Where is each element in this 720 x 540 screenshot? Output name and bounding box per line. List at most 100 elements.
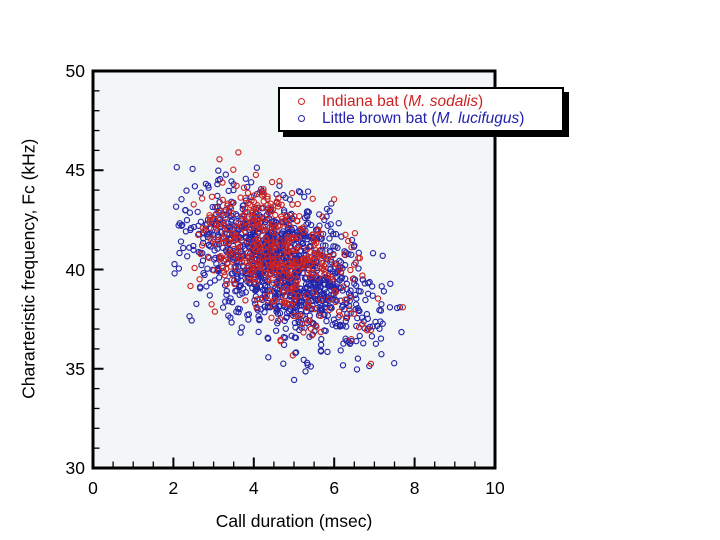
data-point [306, 317, 313, 324]
data-point [330, 230, 337, 238]
data-point [262, 234, 269, 242]
data-point [378, 301, 385, 308]
data-point [332, 298, 339, 306]
data-point [212, 204, 219, 211]
data-point [342, 314, 350, 321]
data-point [230, 181, 237, 188]
x-tick-label: 10 [485, 478, 505, 498]
data-point [380, 288, 388, 295]
data-point [295, 234, 302, 241]
data-point [316, 309, 324, 316]
data-point [357, 288, 364, 295]
data-point [250, 272, 257, 279]
data-point [398, 328, 405, 336]
data-point [278, 201, 285, 208]
legend-label-species: M. sodalis [408, 92, 478, 110]
data-point [292, 334, 300, 341]
data-point [187, 224, 195, 232]
data-point [277, 336, 284, 344]
data-point [308, 269, 315, 277]
data-point [317, 246, 325, 254]
data-point [299, 240, 307, 247]
data-point [295, 292, 302, 299]
data-point [386, 304, 394, 311]
data-point [350, 243, 358, 250]
data-point [326, 247, 333, 254]
data-point [178, 196, 185, 203]
data-point [190, 201, 197, 208]
data-point [317, 296, 325, 304]
data-point [365, 279, 372, 287]
data-point [342, 317, 349, 325]
data-point [253, 303, 260, 311]
data-point [248, 179, 255, 186]
data-point [347, 310, 354, 317]
data-point [286, 196, 294, 203]
open-circle-marker-icon [298, 98, 305, 105]
data-point [253, 283, 261, 290]
data-point [286, 286, 294, 293]
data-point [317, 347, 325, 354]
data-point [224, 259, 231, 266]
data-point [275, 223, 282, 230]
data-point [234, 267, 241, 274]
data-point [304, 361, 311, 369]
data-point [231, 237, 239, 244]
y-tick-label: 50 [65, 61, 85, 81]
data-point [369, 292, 376, 299]
x-tick-label: 2 [168, 478, 179, 498]
data-point [320, 281, 328, 288]
data-point [221, 272, 228, 279]
data-point [237, 282, 245, 289]
data-point [219, 264, 227, 272]
data-point [311, 305, 318, 313]
data-point [202, 180, 210, 188]
data-point [265, 335, 272, 342]
data-point [374, 295, 382, 302]
data-point [283, 246, 290, 254]
data-point [367, 360, 375, 367]
data-point [289, 201, 296, 208]
data-point [265, 276, 272, 283]
data-point [305, 280, 312, 288]
data-point [324, 294, 332, 301]
data-point [295, 188, 303, 195]
data-point [280, 360, 287, 367]
data-point [234, 275, 241, 282]
data-point [338, 275, 345, 282]
x-tick-label: 4 [248, 478, 259, 498]
data-point [305, 298, 312, 305]
data-point [203, 283, 210, 290]
data-point [222, 171, 229, 178]
data-point [276, 178, 283, 185]
data-point [363, 327, 371, 334]
x-tick-label: 8 [409, 478, 420, 498]
data-point [343, 299, 350, 307]
data-point [266, 216, 273, 223]
data-point [176, 249, 183, 257]
data-point [204, 253, 212, 260]
legend-label-little-brown-bat: Little brown bat (M. lucifugus) [322, 111, 524, 127]
data-point [306, 261, 314, 269]
data-point [244, 249, 252, 256]
data-point [275, 195, 282, 202]
data-point [378, 351, 385, 358]
data-point [396, 304, 404, 311]
data-point [378, 283, 385, 290]
data-point [330, 196, 338, 203]
data-point [298, 263, 305, 271]
data-point [229, 210, 237, 217]
data-point [193, 300, 200, 308]
data-point [321, 270, 328, 278]
legend-label-species: M. lucifugus [436, 109, 520, 127]
data-point [268, 244, 275, 251]
data-point [280, 191, 287, 199]
data-point [269, 221, 276, 229]
x-tick-label: 6 [329, 478, 340, 498]
data-point [356, 254, 363, 262]
data-point [286, 275, 293, 282]
data-point [296, 312, 304, 319]
y-tick-label: 40 [65, 259, 85, 280]
data-point [295, 316, 302, 323]
